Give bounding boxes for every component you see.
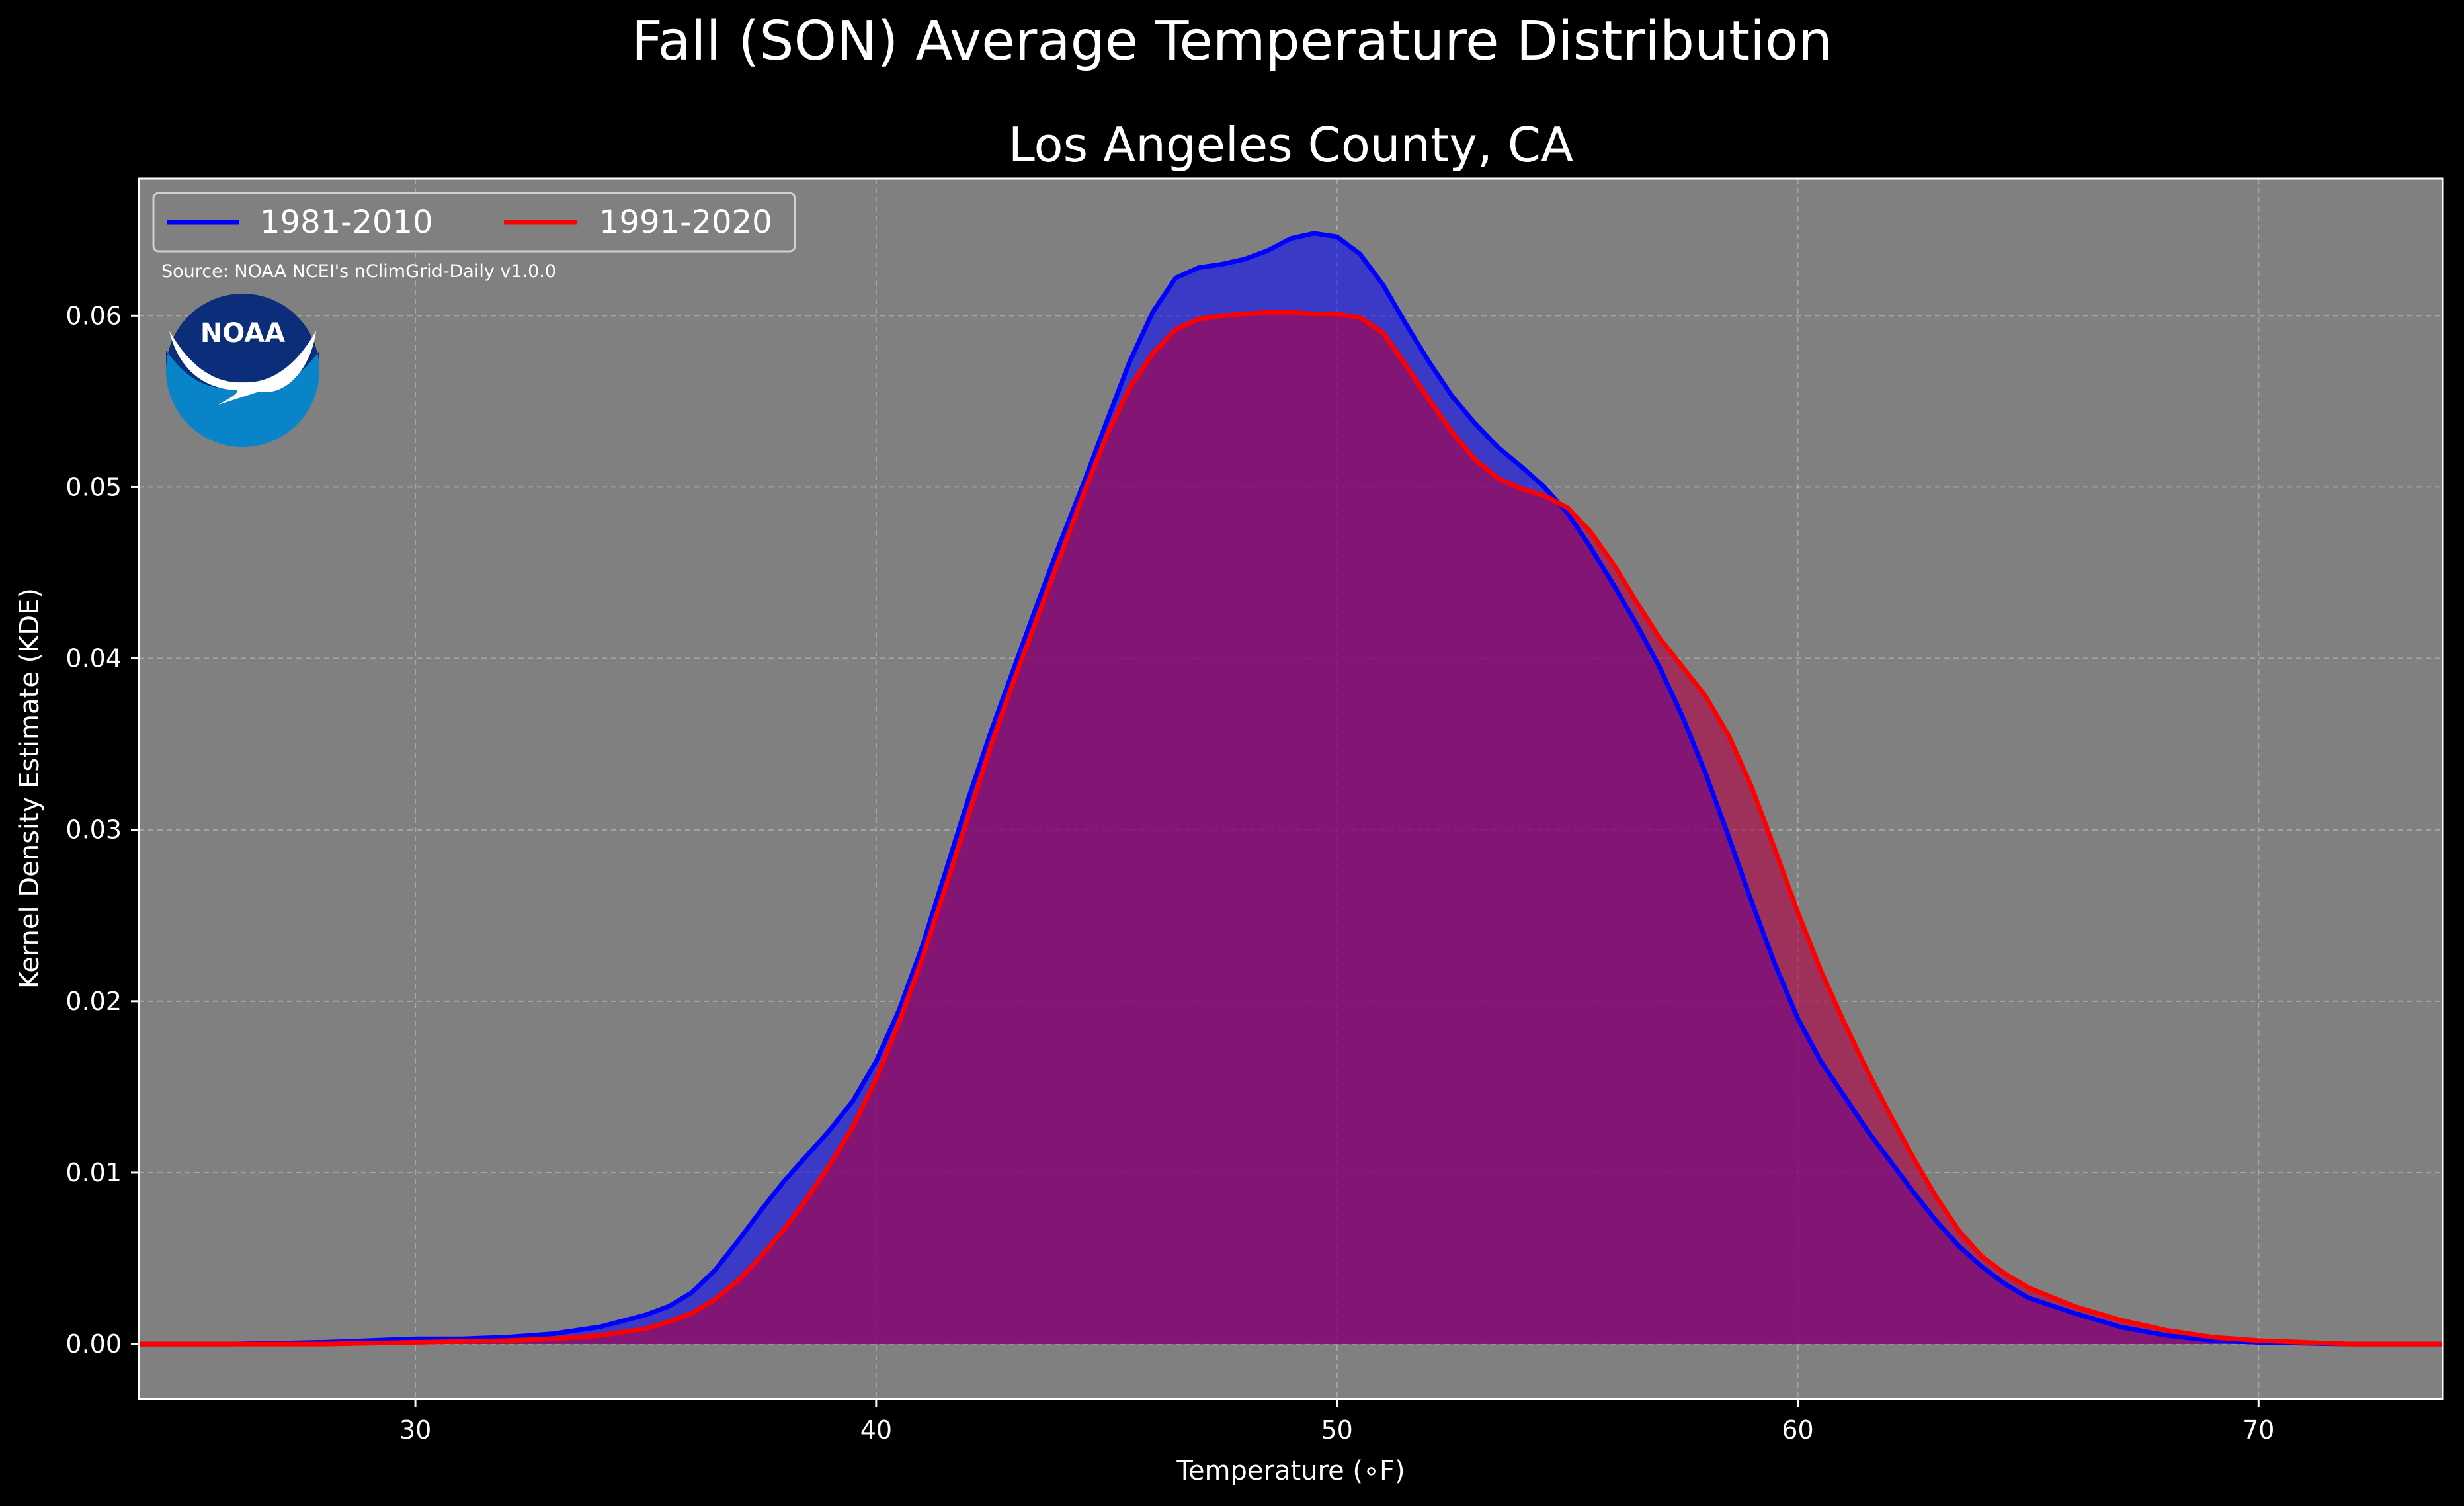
x-tick-label: 60 [1782, 1415, 1813, 1444]
noaa-gull-icon [169, 331, 316, 405]
series-fill-1991-2020 [139, 312, 2443, 1345]
chart-title: Fall (SON) Average Temperature Distribut… [632, 10, 1832, 73]
legend: 1981-2010 1991-2020 [152, 192, 796, 253]
noaa-logo-top [166, 294, 319, 388]
legend-label-1991-2020: 1991-2020 [599, 204, 772, 241]
noaa-logo-text: NOAA [200, 318, 285, 349]
legend-label-1981-2010: 1981-2010 [260, 204, 433, 241]
source-annotation: Source: NOAA NCEI's nClimGrid-Daily v1.0… [161, 261, 556, 282]
y-tick-label: 0.03 [65, 816, 122, 845]
y-axis-ticks: 0.00 0.01 0.02 0.03 0.04 0.05 0.06 [65, 301, 139, 1359]
y-tick-label: 0.02 [65, 987, 122, 1016]
series-layer [139, 231, 2443, 1347]
x-tick-label: 30 [399, 1415, 431, 1444]
x-tick-label: 40 [860, 1415, 892, 1444]
noaa-logo: NOAA [166, 294, 319, 447]
y-tick-label: 0.05 [65, 472, 122, 501]
legend-box [152, 192, 796, 253]
x-axis-ticks: 30 40 50 60 70 [399, 1399, 2274, 1444]
x-axis-label: Temperature (∘F) [1176, 1456, 1405, 1486]
x-tick-label: 70 [2242, 1415, 2274, 1444]
y-tick-label: 0.04 [65, 644, 122, 673]
y-axis-label: Kernel Density Estimate (KDE) [15, 588, 45, 989]
y-tick-label: 0.00 [65, 1329, 122, 1359]
plot-frame [138, 177, 2444, 1400]
y-tick-label: 0.06 [65, 301, 122, 330]
series-line-1991-2020 [139, 310, 2443, 1347]
x-tick-label: 50 [1321, 1415, 1353, 1444]
series-line-1981-2010 [139, 231, 2443, 1347]
y-tick-label: 0.01 [65, 1158, 122, 1187]
chart-subtitle: Los Angeles County, CA [1008, 117, 1574, 173]
